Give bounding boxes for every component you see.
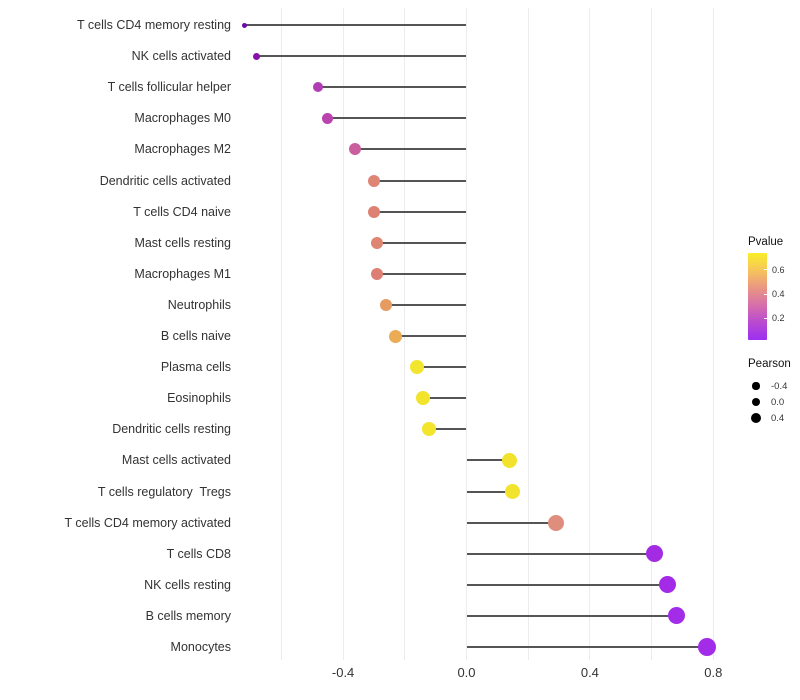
row-label: Dendritic cells activated: [99, 173, 231, 188]
pvalue-tick-label: 0.4: [772, 289, 785, 300]
pearson-legend-label: 0.0: [771, 396, 785, 408]
row-label: T cells CD4 memory activated: [64, 515, 232, 530]
row-label: B cells memory: [145, 608, 231, 623]
lollipop-dot: [422, 422, 437, 437]
lollipop-stem: [466, 552, 655, 555]
lollipop-dot: [322, 112, 334, 124]
row-label: B cells naive: [160, 329, 231, 343]
lollipop-dot: [367, 174, 380, 187]
pearson-legend-dot: [752, 382, 760, 390]
lollipop-stem: [466, 459, 510, 462]
lollipop-dot: [698, 638, 717, 656]
pvalue-tick-label: 0.6: [772, 264, 785, 275]
lollipop-stem: [386, 303, 467, 306]
lollipop-stem: [423, 397, 467, 400]
row-label: Macrophages M1: [134, 266, 231, 281]
lollipop-stem: [417, 366, 467, 369]
lollipop-dot: [313, 82, 324, 93]
pearson-legend-dot: [751, 397, 761, 407]
lollipop-dot: [380, 298, 393, 311]
lollipop-stem: [373, 179, 467, 182]
lollipop-dot: [253, 52, 261, 60]
lollipop-dot: [367, 205, 380, 218]
row-label: T cells regulatory Tregs: [97, 484, 231, 499]
pearson-legend-dot: [750, 412, 762, 424]
lollipop-stem: [377, 272, 467, 275]
row-label: Eosinophils: [167, 391, 231, 406]
row-label: NK cells activated: [131, 49, 231, 64]
lollipop-stem: [373, 210, 467, 213]
lollipop-dot: [241, 22, 247, 28]
row-label: Neutrophils: [167, 297, 231, 312]
lollipop-dot: [502, 452, 518, 468]
lollipop-stem: [466, 646, 708, 648]
lollipop-dot: [349, 143, 362, 156]
lollipop-stem: [429, 428, 467, 431]
lollipop-stem: [466, 583, 668, 586]
x-tick-label: -0.4: [331, 665, 355, 680]
row-label: Mast cells resting: [134, 235, 231, 250]
row-label: T cells CD8: [166, 546, 231, 561]
gridline: [466, 8, 467, 660]
pvalue-legend-title: Pvalue: [748, 236, 784, 248]
row-label: T cells CD4 naive: [133, 204, 231, 219]
lollipop-dot: [371, 267, 384, 280]
gridline: [589, 8, 591, 660]
row-label: Mast cells activated: [121, 453, 231, 468]
lollipop-dot: [505, 484, 521, 499]
lollipop-stem: [466, 614, 677, 617]
gridline: [404, 8, 406, 660]
lollipop-dot: [667, 607, 685, 625]
x-tick-label: 0.4: [580, 665, 599, 680]
lollipop-stem: [466, 521, 556, 524]
lollipop-dot: [371, 236, 384, 249]
lollipop-stem: [355, 148, 467, 151]
lollipop-stem: [377, 241, 467, 244]
pearson-legend-title: Pearson: [748, 358, 791, 370]
row-label: T cells CD4 memory resting: [77, 18, 231, 32]
x-tick-label: 0.0: [457, 665, 476, 680]
row-label: T cells follicular helper: [107, 80, 231, 95]
row-label: Monocytes: [170, 640, 231, 654]
gridline: [712, 8, 714, 660]
row-label: NK cells resting: [144, 577, 231, 592]
lollipop-dot: [547, 514, 564, 531]
pvalue-colorbar: [748, 253, 767, 340]
lollipop-stem: [256, 55, 467, 58]
gridline: [527, 8, 529, 660]
pvalue-tick-label: 0.2: [772, 313, 785, 324]
lollipop-stem: [466, 490, 513, 493]
x-tick-label: 0.8: [704, 665, 723, 680]
gridline: [342, 8, 344, 660]
lollipop-stem: [395, 335, 467, 337]
row-label: Dendritic cells resting: [112, 422, 231, 437]
lollipop-stem: [318, 86, 467, 89]
lollipop-dot: [410, 360, 425, 375]
lollipop-dot: [646, 545, 664, 563]
row-label: Macrophages M2: [134, 142, 231, 157]
gridline: [280, 8, 282, 660]
pearson-legend-label: -0.4: [771, 380, 788, 392]
gridline: [651, 8, 653, 660]
pvalue-colorbar-tickmark: [764, 269, 767, 271]
lollipop-dot: [389, 329, 403, 343]
lollipop-dot: [658, 576, 676, 594]
lollipop-stem: [244, 24, 467, 26]
pvalue-colorbar-tickmark: [764, 317, 767, 319]
pvalue-colorbar-tickmark: [764, 293, 767, 295]
lollipop-stem: [327, 117, 467, 120]
row-label: Plasma cells: [160, 360, 231, 375]
row-label: Macrophages M0: [134, 111, 231, 126]
lollipop-dot: [416, 391, 431, 406]
pearson-legend-label: 0.4: [771, 412, 785, 424]
